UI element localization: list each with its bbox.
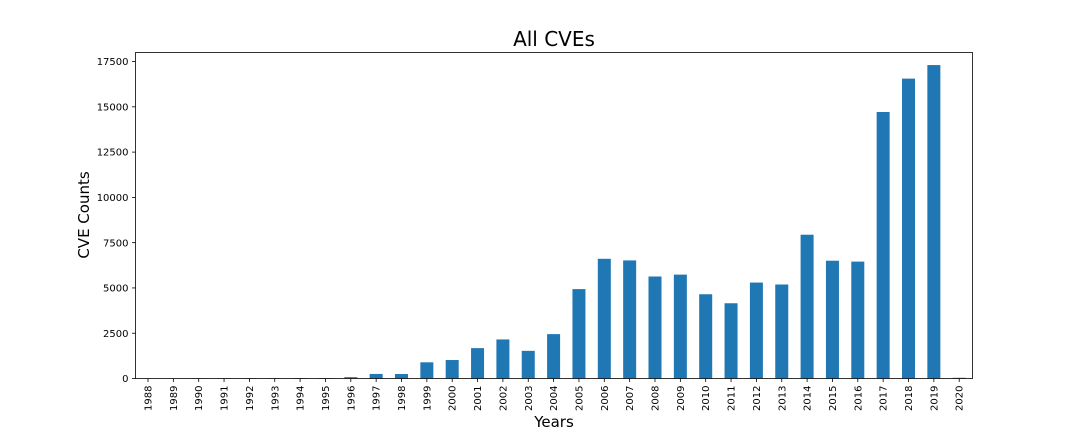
x-tick-label: 1991 xyxy=(220,386,231,411)
bar-2009 xyxy=(674,275,687,379)
x-tick-label: 2007 xyxy=(625,386,636,411)
bar-1998 xyxy=(395,374,408,378)
x-tick-label: 2012 xyxy=(752,386,763,411)
bar-2017 xyxy=(877,112,890,378)
y-tick-label: 12500 xyxy=(97,148,129,159)
y-tick-label: 2500 xyxy=(103,329,128,340)
bar-2013 xyxy=(775,284,788,378)
x-tick-label: 2014 xyxy=(803,386,814,411)
bars-layer xyxy=(142,65,966,378)
y-tick-label: 15000 xyxy=(97,102,129,113)
y-axis-label: CVE Counts xyxy=(75,171,93,259)
bar-2012 xyxy=(750,283,763,379)
x-tick-label: 1998 xyxy=(397,386,408,411)
bar-2014 xyxy=(801,235,814,379)
bar-2008 xyxy=(649,277,662,379)
x-tick-label: 2009 xyxy=(676,386,687,411)
bar-2007 xyxy=(623,260,636,378)
bar-2004 xyxy=(547,334,560,378)
x-tick-label: 2001 xyxy=(473,386,484,411)
x-tick-label: 2020 xyxy=(955,386,966,411)
x-tick-label: 2006 xyxy=(600,386,611,411)
x-tick-label: 1997 xyxy=(372,386,383,411)
x-tick-label: 1990 xyxy=(194,386,205,411)
bar-2016 xyxy=(851,262,864,379)
chart-title: All CVEs xyxy=(513,27,595,51)
x-tick-label: 1994 xyxy=(296,386,307,411)
x-axis: 1988 1989 1990 1991 1992 1993 1994 1995 1996 1997… xyxy=(144,379,966,411)
x-tick-label: 2008 xyxy=(651,386,662,411)
plot-frame xyxy=(136,53,973,379)
y-tick-label: 7500 xyxy=(103,238,128,249)
y-tick-label: 0 xyxy=(122,374,128,385)
x-tick-label: 2004 xyxy=(549,386,560,411)
x-tick-label: 2018 xyxy=(904,386,915,411)
y-tick-label: 10000 xyxy=(97,193,129,204)
y-axis: 0 2500 5000 7500 10000 12500 15000 17500 xyxy=(97,57,136,385)
bar-2011 xyxy=(725,303,738,378)
bar-2000 xyxy=(446,360,459,378)
x-tick-label: 2017 xyxy=(879,386,890,411)
bar-2001 xyxy=(471,348,484,378)
bar-2010 xyxy=(699,294,712,378)
x-tick-label: 2002 xyxy=(498,386,509,411)
x-tick-label: 1993 xyxy=(270,386,281,411)
y-tick-label: 17500 xyxy=(97,57,129,68)
x-tick-label: 1992 xyxy=(245,386,256,411)
x-tick-label: 2016 xyxy=(853,386,864,411)
x-tick-label: 1995 xyxy=(321,386,332,411)
x-tick-label: 2010 xyxy=(701,386,712,411)
bar-2019 xyxy=(927,65,940,378)
x-tick-label: 2003 xyxy=(524,386,535,411)
x-axis-label: Years xyxy=(533,413,574,431)
x-tick-label: 1999 xyxy=(422,386,433,411)
bar-1997 xyxy=(370,374,383,379)
bar-2005 xyxy=(572,289,585,378)
x-tick-label: 2005 xyxy=(574,386,585,411)
bar-2015 xyxy=(826,261,839,379)
x-tick-label: 1989 xyxy=(169,386,180,411)
bar-2006 xyxy=(598,259,611,379)
x-tick-label: 2000 xyxy=(448,386,459,411)
x-tick-label: 2011 xyxy=(727,386,738,411)
x-tick-label: 2015 xyxy=(828,386,839,411)
x-tick-label: 1988 xyxy=(144,386,155,411)
x-tick-label: 1996 xyxy=(346,386,357,411)
bar-2018 xyxy=(902,79,915,379)
x-tick-label: 2019 xyxy=(929,386,940,411)
bar-2002 xyxy=(496,339,509,378)
x-tick-label: 2013 xyxy=(777,386,788,411)
y-tick-label: 5000 xyxy=(103,284,128,295)
bar-1999 xyxy=(420,362,433,378)
bar-2003 xyxy=(522,351,535,379)
